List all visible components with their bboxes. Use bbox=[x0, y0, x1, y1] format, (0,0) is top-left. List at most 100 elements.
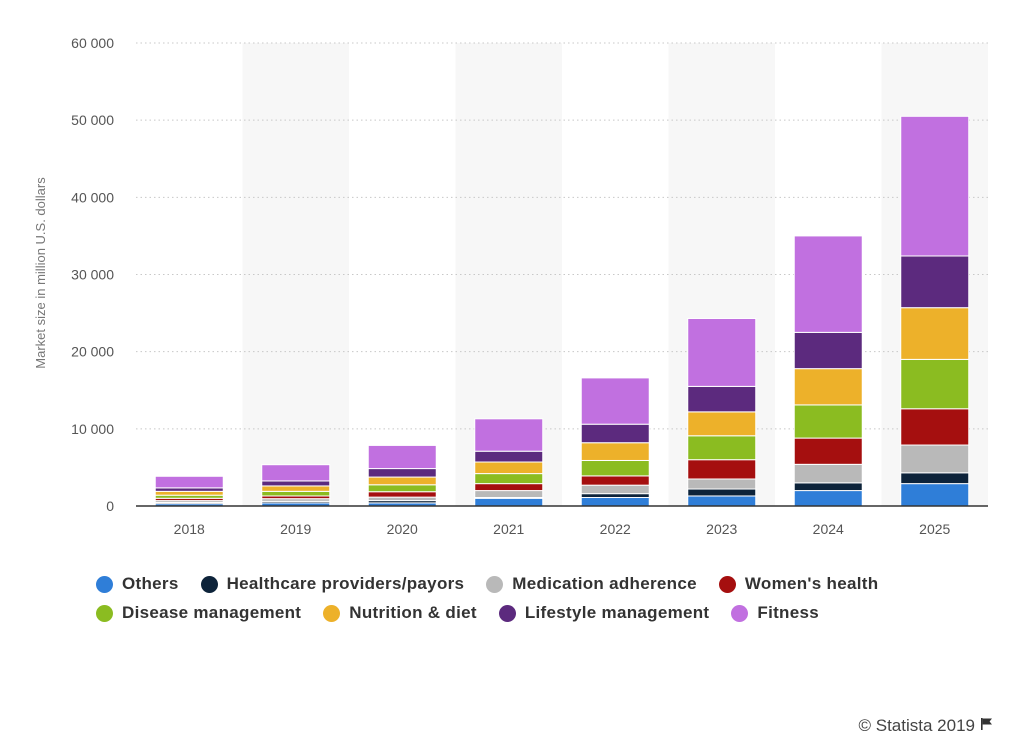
bar-segment[interactable] bbox=[793, 404, 863, 439]
credit-text: © Statista 2019 bbox=[858, 716, 976, 735]
chart: 0 10 000 20 000 30 000 40 000 50 000 60 000 20… bbox=[33, 35, 988, 537]
legend-item[interactable]: Healthcare providers/payors bbox=[200, 574, 465, 594]
bar-segment[interactable] bbox=[367, 476, 437, 486]
bar-segment[interactable] bbox=[261, 464, 331, 482]
bar-segment[interactable] bbox=[793, 437, 863, 465]
bar-segment[interactable] bbox=[900, 483, 970, 507]
legend-item[interactable]: Disease management bbox=[96, 603, 301, 623]
bar-segment[interactable] bbox=[793, 235, 863, 333]
legend-item[interactable]: Fitness bbox=[731, 603, 819, 623]
bar-segment[interactable] bbox=[687, 411, 757, 437]
x-tick-label: 2022 bbox=[600, 521, 631, 537]
bar-segment[interactable] bbox=[580, 442, 650, 461]
legend-item[interactable]: Women's health bbox=[718, 574, 879, 594]
y-tick-label: 50 000 bbox=[71, 112, 114, 128]
credit[interactable]: © Statista 2019 bbox=[859, 716, 995, 736]
legend-dot-icon bbox=[96, 604, 113, 622]
bar-segment[interactable] bbox=[793, 368, 863, 406]
bar-segment[interactable] bbox=[687, 495, 757, 507]
legend-label: Nutrition & diet bbox=[349, 603, 477, 622]
bar-segment[interactable] bbox=[580, 475, 650, 486]
bar-segment[interactable] bbox=[367, 496, 437, 502]
bar-segment[interactable] bbox=[793, 490, 863, 507]
y-tick-labels: 0 10 000 20 000 30 000 40 000 50 000 60 000 bbox=[71, 35, 114, 514]
bar-segment[interactable] bbox=[580, 459, 650, 477]
bar-segment[interactable] bbox=[474, 490, 544, 499]
bar-segment[interactable] bbox=[474, 473, 544, 485]
bar-segment[interactable] bbox=[261, 480, 331, 487]
legend-dot-icon bbox=[323, 604, 341, 622]
x-tick-labels: 2018 2019 2020 2021 2022 2023 2024 2025 bbox=[174, 521, 951, 537]
x-tick-label: 2019 bbox=[280, 521, 311, 537]
plot-band bbox=[242, 43, 349, 506]
legend-dot-icon bbox=[498, 604, 516, 622]
x-tick-label: 2024 bbox=[813, 521, 844, 537]
bar-segment[interactable] bbox=[580, 497, 650, 507]
legend-item[interactable]: Nutrition & diet bbox=[323, 603, 477, 623]
legend-label: Fitness bbox=[757, 603, 820, 622]
x-tick-label: 2018 bbox=[174, 521, 205, 537]
legend-item[interactable]: Lifestyle management bbox=[498, 603, 710, 623]
y-axis-title: Market size in million U.S. dollars bbox=[33, 177, 48, 369]
legend-dot-icon bbox=[731, 604, 749, 622]
bar-segment[interactable] bbox=[474, 418, 544, 452]
legend-label: Lifestyle management bbox=[524, 603, 710, 622]
bar-segment[interactable] bbox=[154, 487, 224, 492]
bar-segment[interactable] bbox=[474, 483, 544, 492]
bar-segment[interactable] bbox=[900, 358, 970, 410]
bar-segment[interactable] bbox=[900, 444, 970, 474]
flag-icon[interactable] bbox=[980, 716, 994, 736]
y-tick-label: 40 000 bbox=[71, 189, 114, 205]
legend-label: Others bbox=[122, 574, 179, 593]
legend-label: Healthcare providers/payors bbox=[226, 574, 465, 593]
bar-segment[interactable] bbox=[900, 255, 970, 309]
y-tick-label: 0 bbox=[106, 498, 114, 514]
bar-segment[interactable] bbox=[474, 461, 544, 475]
bar-segment[interactable] bbox=[154, 475, 224, 489]
y-tick-label: 60 000 bbox=[71, 35, 114, 51]
x-tick-label: 2020 bbox=[387, 521, 418, 537]
bar-segment[interactable] bbox=[580, 423, 650, 444]
legend-label: Medication adherence bbox=[512, 574, 697, 593]
bar-segment[interactable] bbox=[900, 472, 970, 485]
bar-segment[interactable] bbox=[261, 485, 331, 492]
bar-segment[interactable] bbox=[687, 317, 757, 387]
bar-segment[interactable] bbox=[793, 331, 863, 370]
legend-dot-icon bbox=[718, 575, 736, 593]
x-tick-label: 2025 bbox=[919, 521, 950, 537]
y-tick-label: 30 000 bbox=[71, 267, 114, 283]
bar-segment[interactable] bbox=[261, 490, 331, 497]
bar-segment[interactable] bbox=[793, 463, 863, 484]
bar-segment[interactable] bbox=[687, 385, 757, 413]
bar-segment[interactable] bbox=[367, 484, 437, 493]
legend-dot-icon bbox=[200, 575, 218, 593]
legend-dot-icon bbox=[486, 575, 504, 593]
bar-segment[interactable] bbox=[580, 377, 650, 425]
bar-segment[interactable] bbox=[367, 468, 437, 478]
legend-label: Women's health bbox=[744, 574, 879, 593]
y-tick-label: 20 000 bbox=[71, 344, 114, 360]
bar-segment[interactable] bbox=[154, 490, 224, 496]
legend-item[interactable]: Others bbox=[96, 574, 179, 594]
bar-segment[interactable] bbox=[900, 115, 970, 257]
legend-dot-icon bbox=[96, 575, 113, 593]
bar-segment[interactable] bbox=[687, 478, 757, 490]
bar-segment[interactable] bbox=[474, 497, 544, 507]
bar-segment[interactable] bbox=[900, 408, 970, 446]
bar-segment[interactable] bbox=[687, 459, 757, 480]
bar-segment[interactable] bbox=[687, 435, 757, 461]
x-tick-label: 2021 bbox=[493, 521, 524, 537]
bar-segment[interactable] bbox=[580, 493, 650, 499]
bar-segment[interactable] bbox=[367, 444, 437, 470]
x-tick-label: 2023 bbox=[706, 521, 737, 537]
bar-segment[interactable] bbox=[793, 482, 863, 492]
bar-segment[interactable] bbox=[474, 450, 544, 463]
y-tick-label: 10 000 bbox=[71, 421, 114, 437]
bar-segment[interactable] bbox=[687, 488, 757, 497]
bar-segment[interactable] bbox=[580, 484, 650, 495]
legend-item[interactable]: Medication adherence bbox=[486, 574, 697, 594]
legend: Others Healthcare providers/payors Medicat… bbox=[96, 574, 956, 623]
bars bbox=[154, 115, 970, 507]
bar-segment[interactable] bbox=[367, 491, 437, 498]
bar-segment[interactable] bbox=[900, 307, 970, 360]
